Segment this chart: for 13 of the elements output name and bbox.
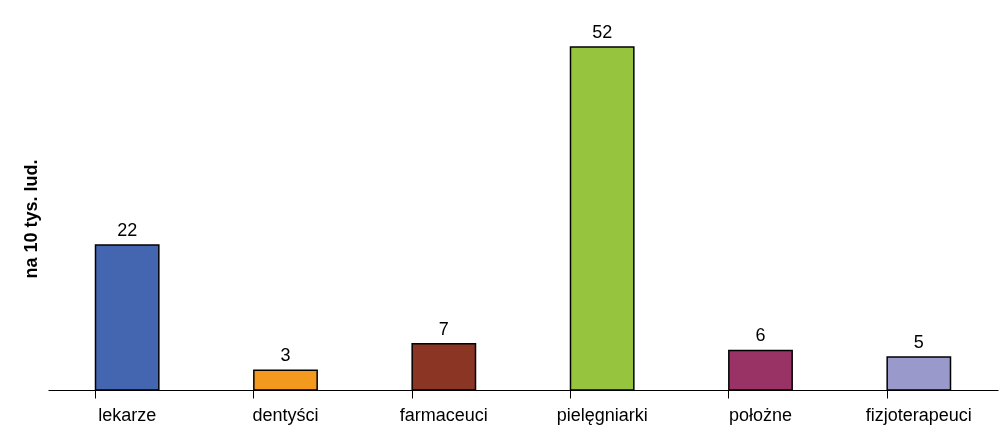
data-label: 6 — [755, 325, 766, 346]
data-label: 5 — [913, 332, 924, 353]
x-tick-label: dentyści — [252, 404, 319, 425]
data-label: 3 — [280, 345, 291, 366]
x-tick-label: lekarze — [98, 404, 157, 425]
x-tick-label: pielęgniarki — [556, 404, 648, 425]
x-tick-label: farmaceuci — [399, 404, 488, 425]
data-label: 22 — [117, 219, 138, 240]
x-tick-label: położne — [728, 404, 793, 425]
data-label: 52 — [592, 22, 613, 42]
data-label: 7 — [438, 318, 449, 339]
y-axis-title: na 10 tys. lud. — [20, 159, 41, 279]
x-tick-label: fizjoterapeuci — [865, 404, 972, 425]
